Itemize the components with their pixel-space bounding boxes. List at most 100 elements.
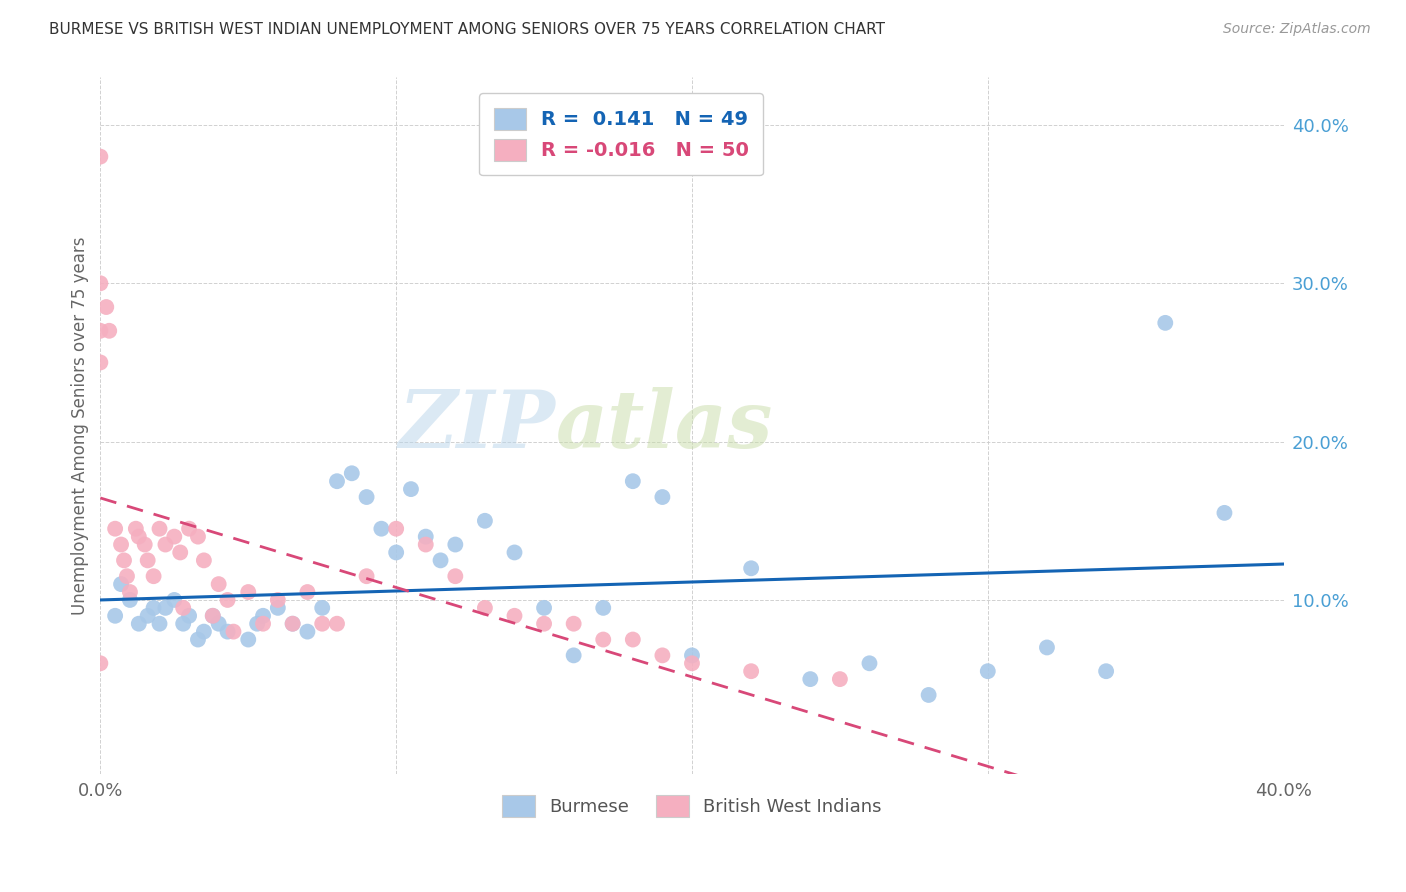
Text: Source: ZipAtlas.com: Source: ZipAtlas.com bbox=[1223, 22, 1371, 37]
Point bbox=[128, 616, 150, 631]
Point bbox=[651, 648, 673, 663]
Point bbox=[267, 600, 290, 615]
Point bbox=[163, 593, 186, 607]
Point bbox=[356, 569, 378, 583]
Point bbox=[1154, 316, 1177, 330]
Point bbox=[429, 553, 451, 567]
Point bbox=[208, 616, 231, 631]
Point bbox=[385, 522, 408, 536]
Point bbox=[89, 324, 111, 338]
Text: BURMESE VS BRITISH WEST INDIAN UNEMPLOYMENT AMONG SENIORS OVER 75 YEARS CORRELAT: BURMESE VS BRITISH WEST INDIAN UNEMPLOYM… bbox=[49, 22, 886, 37]
Point bbox=[621, 632, 644, 647]
Point bbox=[177, 608, 200, 623]
Point bbox=[208, 577, 231, 591]
Point bbox=[1036, 640, 1059, 655]
Point bbox=[651, 490, 673, 504]
Point bbox=[118, 585, 141, 599]
Point bbox=[252, 616, 274, 631]
Point bbox=[828, 672, 851, 686]
Point bbox=[740, 664, 762, 678]
Point bbox=[297, 585, 319, 599]
Point bbox=[917, 688, 939, 702]
Point bbox=[172, 600, 194, 615]
Point bbox=[187, 530, 209, 544]
Point bbox=[562, 648, 585, 663]
Point bbox=[503, 545, 526, 559]
Point bbox=[238, 632, 260, 647]
Point bbox=[134, 537, 156, 551]
Point bbox=[136, 553, 159, 567]
Point bbox=[740, 561, 762, 575]
Point bbox=[177, 522, 200, 536]
Point bbox=[592, 632, 614, 647]
Point bbox=[163, 530, 186, 544]
Point bbox=[96, 300, 118, 314]
Legend: Burmese, British West Indians: Burmese, British West Indians bbox=[495, 788, 889, 824]
Point bbox=[89, 277, 111, 291]
Point bbox=[142, 569, 165, 583]
Point bbox=[858, 657, 880, 671]
Point bbox=[340, 467, 363, 481]
Y-axis label: Unemployment Among Seniors over 75 years: Unemployment Among Seniors over 75 years bbox=[72, 236, 89, 615]
Point bbox=[125, 522, 148, 536]
Point bbox=[267, 593, 290, 607]
Point bbox=[356, 490, 378, 504]
Point bbox=[172, 616, 194, 631]
Point bbox=[326, 474, 349, 488]
Point bbox=[444, 537, 467, 551]
Point bbox=[1095, 664, 1118, 678]
Text: ZIP: ZIP bbox=[399, 387, 555, 465]
Point bbox=[681, 657, 703, 671]
Point bbox=[193, 553, 215, 567]
Point bbox=[681, 648, 703, 663]
Point bbox=[142, 600, 165, 615]
Point bbox=[252, 608, 274, 623]
Point bbox=[1213, 506, 1236, 520]
Point bbox=[110, 537, 132, 551]
Point bbox=[115, 569, 138, 583]
Point bbox=[246, 616, 269, 631]
Point bbox=[118, 593, 141, 607]
Point bbox=[281, 616, 304, 631]
Point bbox=[104, 608, 127, 623]
Point bbox=[148, 616, 170, 631]
Point bbox=[533, 600, 555, 615]
Point bbox=[201, 608, 224, 623]
Point bbox=[399, 482, 422, 496]
Point bbox=[799, 672, 821, 686]
Point bbox=[326, 616, 349, 631]
Point bbox=[201, 608, 224, 623]
Point bbox=[169, 545, 191, 559]
Point bbox=[297, 624, 319, 639]
Point bbox=[98, 324, 121, 338]
Point bbox=[89, 150, 111, 164]
Text: atlas: atlas bbox=[555, 387, 773, 465]
Point bbox=[104, 522, 127, 536]
Point bbox=[155, 537, 177, 551]
Point bbox=[136, 608, 159, 623]
Point bbox=[621, 474, 644, 488]
Point bbox=[311, 616, 333, 631]
Point bbox=[112, 553, 135, 567]
Point bbox=[222, 624, 245, 639]
Point bbox=[217, 593, 239, 607]
Point bbox=[187, 632, 209, 647]
Point bbox=[370, 522, 392, 536]
Point bbox=[474, 514, 496, 528]
Point bbox=[193, 624, 215, 639]
Point bbox=[533, 616, 555, 631]
Point bbox=[474, 600, 496, 615]
Point bbox=[148, 522, 170, 536]
Point bbox=[311, 600, 333, 615]
Point bbox=[128, 530, 150, 544]
Point bbox=[217, 624, 239, 639]
Point bbox=[238, 585, 260, 599]
Point bbox=[89, 657, 111, 671]
Point bbox=[385, 545, 408, 559]
Point bbox=[110, 577, 132, 591]
Point bbox=[444, 569, 467, 583]
Point bbox=[977, 664, 1000, 678]
Point bbox=[562, 616, 585, 631]
Point bbox=[592, 600, 614, 615]
Point bbox=[415, 530, 437, 544]
